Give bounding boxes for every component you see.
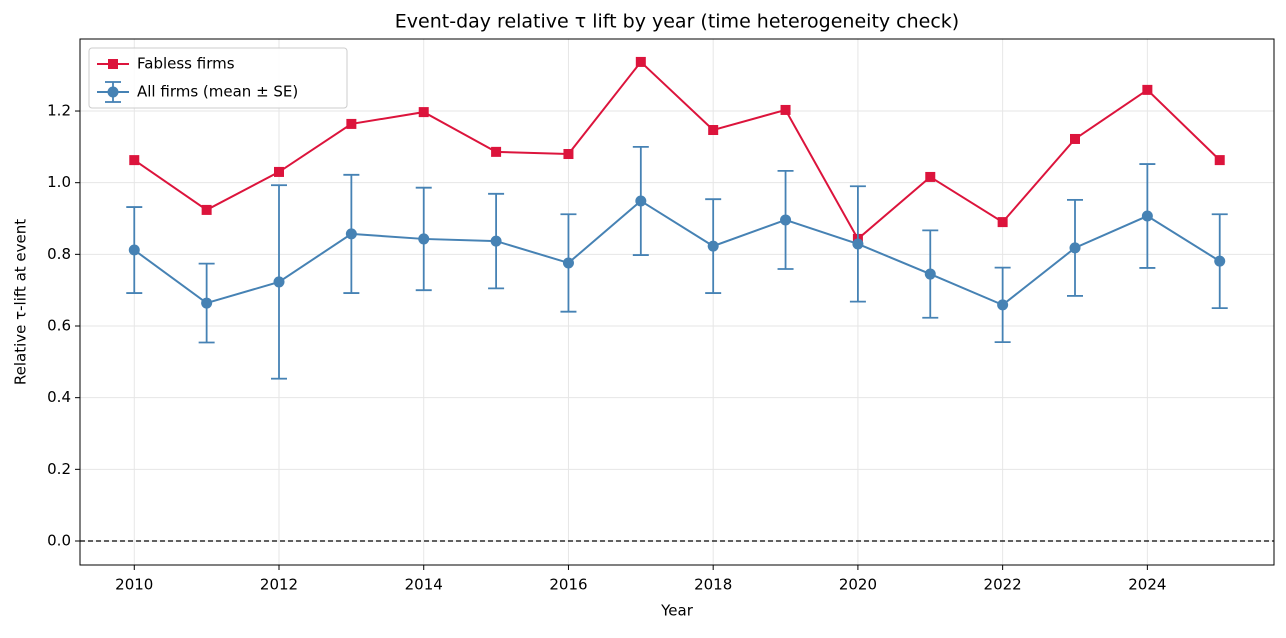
legend-box bbox=[88, 47, 348, 109]
marker bbox=[997, 299, 1009, 311]
marker bbox=[780, 104, 791, 115]
marker bbox=[562, 257, 574, 269]
marker bbox=[129, 155, 140, 166]
marker bbox=[1214, 155, 1225, 166]
marker bbox=[108, 59, 118, 69]
marker bbox=[1141, 210, 1153, 222]
marker bbox=[1069, 242, 1081, 254]
marker bbox=[490, 235, 502, 247]
x-tick-label: 2020 bbox=[839, 576, 877, 594]
x-tick-label: 2024 bbox=[1128, 576, 1166, 594]
y-tick-label: 0.6 bbox=[47, 317, 71, 335]
plot-frame bbox=[79, 38, 1275, 566]
marker bbox=[997, 217, 1008, 228]
marker bbox=[708, 125, 719, 136]
legend-label: All firms (mean ± SE) bbox=[137, 83, 298, 101]
x-tick-label: 2018 bbox=[694, 576, 732, 594]
marker bbox=[107, 86, 119, 98]
x-axis-label: Year bbox=[660, 602, 694, 620]
x-tick-label: 2016 bbox=[549, 576, 587, 594]
x-tick-label: 2010 bbox=[115, 576, 153, 594]
marker bbox=[418, 107, 429, 118]
marker bbox=[346, 118, 357, 129]
y-tick-label: 0.4 bbox=[47, 388, 71, 406]
marker bbox=[563, 149, 574, 160]
y-tick-label: 1.0 bbox=[47, 173, 71, 191]
marker bbox=[635, 56, 646, 67]
marker bbox=[635, 195, 647, 207]
marker bbox=[852, 238, 864, 250]
line bbox=[133, 60, 1221, 241]
marker bbox=[273, 276, 285, 288]
marker bbox=[924, 268, 936, 280]
y-tick-label: 0.0 bbox=[47, 531, 71, 549]
y-tick-label: 0.2 bbox=[47, 460, 71, 478]
marker bbox=[418, 233, 430, 245]
marker bbox=[345, 228, 357, 240]
marker bbox=[780, 214, 792, 226]
y-tick-label: 0.8 bbox=[47, 245, 71, 263]
y-tick-label: 1.2 bbox=[47, 102, 71, 120]
x-tick-label: 2014 bbox=[405, 576, 443, 594]
marker bbox=[1214, 255, 1226, 267]
y-axis-label: Relative τ-lift at event bbox=[12, 219, 30, 385]
marker bbox=[1070, 133, 1080, 144]
line bbox=[133, 199, 1221, 307]
marker bbox=[128, 244, 140, 256]
marker bbox=[201, 204, 212, 215]
marker bbox=[274, 166, 284, 177]
chart-title: Event-day relative τ lift by year (time … bbox=[395, 11, 959, 33]
x-tick-label: 2012 bbox=[260, 576, 298, 594]
x-tick-label: 2022 bbox=[984, 576, 1022, 594]
marker bbox=[925, 171, 936, 182]
marker bbox=[491, 146, 502, 157]
marker bbox=[1142, 84, 1153, 95]
marker bbox=[707, 240, 719, 252]
marker bbox=[201, 297, 213, 309]
legend-label: Fabless firms bbox=[137, 55, 235, 73]
